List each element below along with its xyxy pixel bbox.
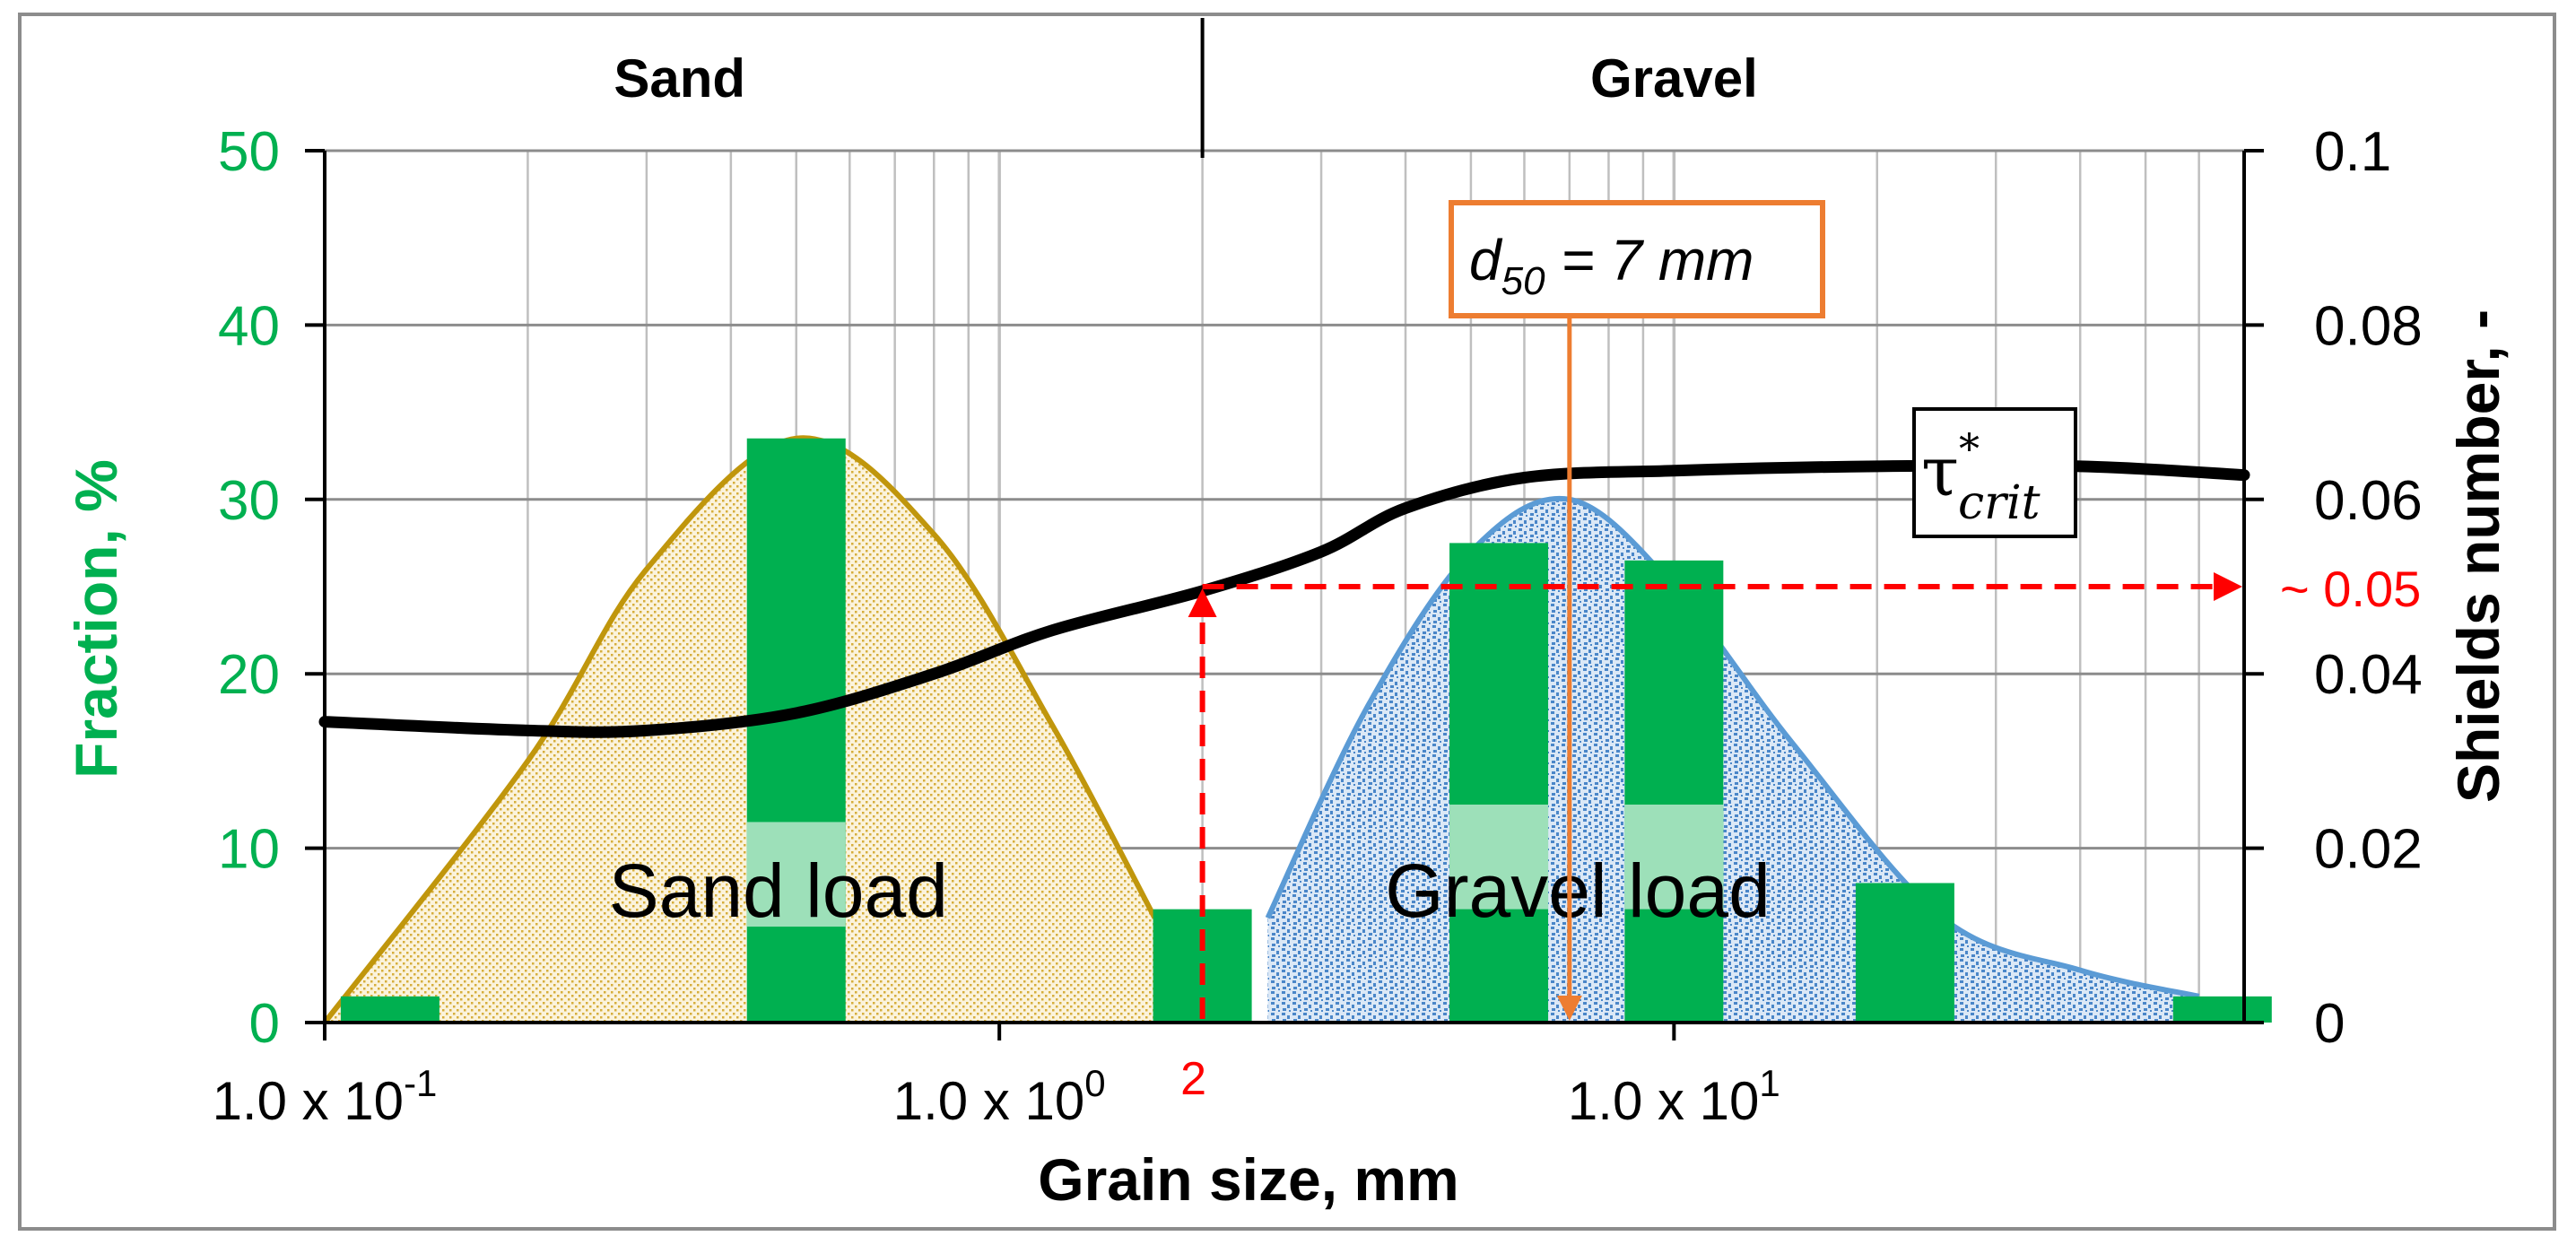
y-axis-title: Fraction, % bbox=[63, 459, 129, 779]
curves bbox=[318, 459, 2250, 738]
region-label: Sand bbox=[614, 48, 745, 109]
shields-curve bbox=[318, 459, 2250, 738]
region-label: Gravel bbox=[1590, 48, 1758, 109]
x-tick-label: 1.0 x 10-1 bbox=[213, 1062, 438, 1131]
y2-tick-label: 0.02 bbox=[2314, 819, 2423, 881]
x-tick-label: 1.0 x 101 bbox=[1568, 1062, 1780, 1131]
sand-load-label: Sand load bbox=[609, 849, 948, 933]
outer-frame bbox=[18, 13, 2556, 1231]
bar bbox=[1855, 883, 1954, 1023]
y-tick-label: 50 bbox=[218, 121, 280, 183]
critical-y2-label: ~ 0.05 bbox=[2280, 561, 2421, 617]
y2-axis-title: Shields number, - bbox=[2445, 309, 2511, 803]
gravel-label-band bbox=[1449, 805, 1549, 910]
y2-tick-label: 0.1 bbox=[2314, 121, 2391, 183]
y2-tick-label: 0.04 bbox=[2314, 644, 2423, 706]
annotations: Sand load Gravel load ~ 0.05 2 d50 = 7 mm τ* c… bbox=[609, 200, 2421, 1105]
sand-load-area bbox=[325, 438, 1155, 1023]
tau-crit-box bbox=[1912, 407, 2077, 538]
axes: 0 10 20 30 40 50 0 0.02 0.04 0.06 0.08 0.1 1.0 x 10-… bbox=[213, 18, 2423, 1131]
x-axis-title: Grain size, mm bbox=[1038, 1146, 1459, 1213]
y-tick-label: 0 bbox=[249, 993, 280, 1055]
gravel-label-band bbox=[1624, 805, 1724, 910]
bar bbox=[340, 996, 439, 1023]
y-tick-label: 40 bbox=[218, 295, 280, 357]
bar bbox=[2172, 996, 2272, 1023]
bar bbox=[1449, 543, 1549, 1023]
critical-arrow-up bbox=[1188, 588, 1217, 617]
d50-label: d50 = 7 mm bbox=[1469, 228, 1754, 303]
sand-label-band bbox=[746, 822, 846, 927]
y-tick-label: 20 bbox=[218, 644, 280, 706]
gravel-load-label: Gravel load bbox=[1385, 849, 1771, 933]
critical-arrow-right bbox=[2214, 572, 2242, 601]
y-tick-label: 30 bbox=[218, 470, 280, 532]
x-tick-label: 1.0 x 100 bbox=[893, 1062, 1106, 1131]
y2-tick-label: 0 bbox=[2314, 993, 2345, 1055]
tau-crit-label: τ* crit bbox=[1921, 424, 2041, 530]
y-tick-label: 10 bbox=[218, 819, 280, 881]
y2-tick-label: 0.08 bbox=[2314, 295, 2423, 357]
d50-box bbox=[1449, 200, 1825, 318]
d50-arrow bbox=[1556, 996, 1582, 1021]
critical-x-label: 2 bbox=[1180, 1053, 1206, 1105]
y2-tick-label: 0.06 bbox=[2314, 470, 2423, 532]
bar bbox=[746, 438, 846, 1023]
bars bbox=[340, 438, 2272, 1023]
bar bbox=[1624, 560, 1724, 1023]
